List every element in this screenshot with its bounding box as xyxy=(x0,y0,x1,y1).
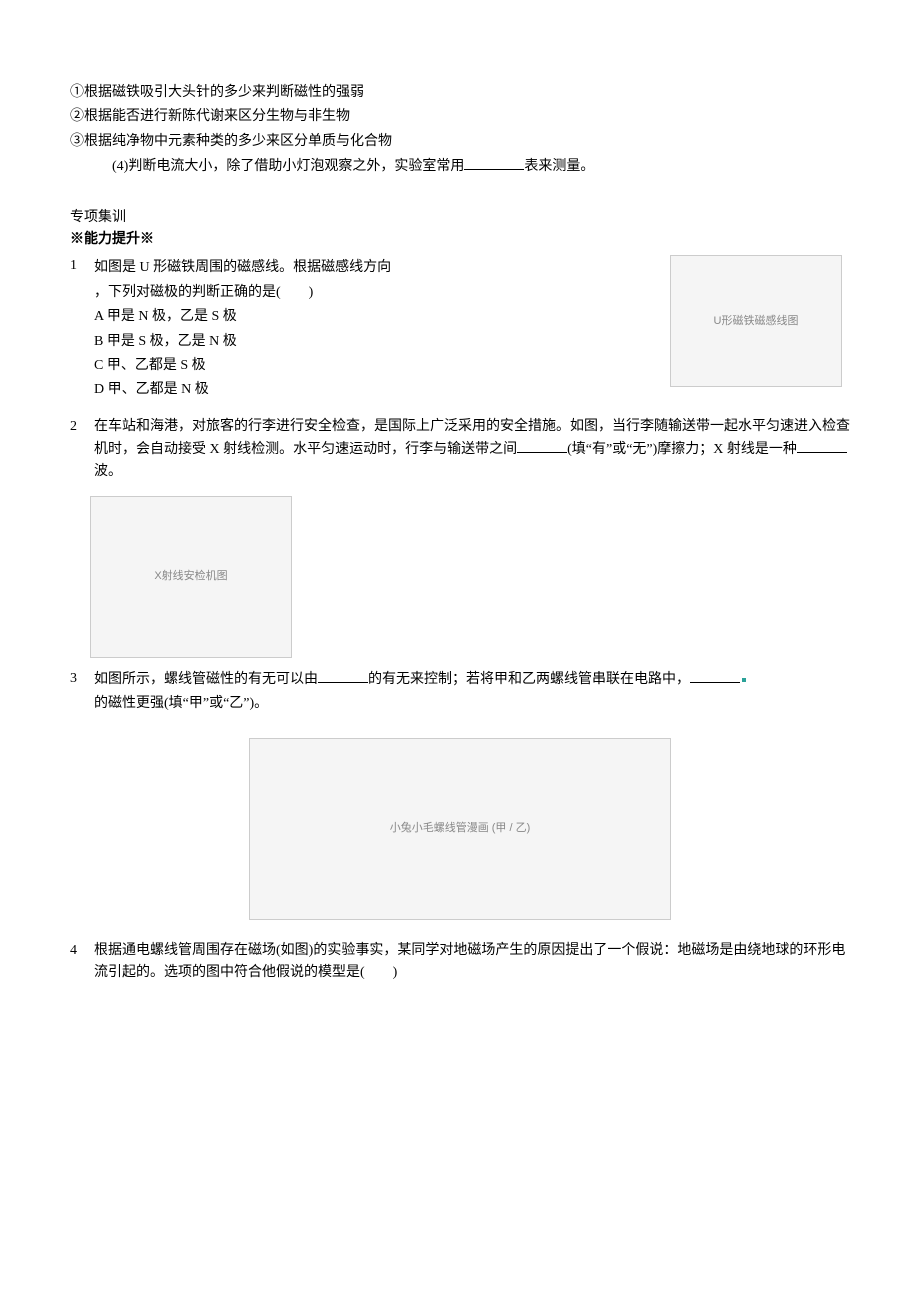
q1-stem-2a: ，下列对磁极的判断正确的是( xyxy=(94,285,281,300)
q1-option-c[interactable]: C 甲、乙都是 S 极 xyxy=(94,355,650,377)
q2-stem-c: 波。 xyxy=(94,464,122,479)
q1-option-a[interactable]: A 甲是 N 极，乙是 S 极 xyxy=(94,306,650,328)
q4-stem-b: ) xyxy=(393,965,398,980)
intro-4-suffix: 表来测量。 xyxy=(524,159,594,174)
q1-stem-1: 如图是 U 形磁铁周围的磁感线。根据磁感线方向 xyxy=(94,257,650,279)
q1-figure-wrap: U形磁铁磁感线图 xyxy=(670,255,850,387)
q3-stem-a: 如图所示，螺线管磁性的有无可以由 xyxy=(94,672,318,687)
q3-blank-stronger[interactable] xyxy=(690,668,740,683)
q2-figure: X射线安检机图 xyxy=(90,496,292,658)
q2-stem-b: (填“有”或“无”)摩擦力；X 射线是一种 xyxy=(567,442,797,457)
q3-stem-b: 的有无来控制；若将甲和乙两螺线管串联在电路中， xyxy=(368,672,690,687)
section-header: 专项集训 ※能力提升※ xyxy=(70,207,850,252)
q4-stem-a: 根据通电螺线管周围存在磁场(如图)的实验事实，某同学对地磁场产生的原因提出了一个… xyxy=(94,943,845,980)
q2-figure-wrap: X射线安检机图 xyxy=(70,496,850,658)
section-subtitle: ※能力提升※ xyxy=(70,229,850,251)
q4-number: 4 xyxy=(70,940,94,962)
intro-line-3: ③根据纯净物中元素种类的多少来区分单质与化合物 xyxy=(70,131,850,153)
question-4: 4 根据通电螺线管周围存在磁场(如图)的实验事实，某同学对地磁场产生的原因提出了… xyxy=(70,940,850,985)
q2-blank-wave[interactable] xyxy=(797,438,847,453)
question-1: 1 如图是 U 形磁铁周围的磁感线。根据磁感线方向 ，下列对磁极的判断正确的是(… xyxy=(70,255,850,403)
question-2: 2 在车站和海港，对旅客的行李进行安全检查，是国际上广泛采用的安全措施。如图，当… xyxy=(70,416,850,484)
intro-4-prefix: (4)判断电流大小，除了借助小灯泡观察之外，实验室常用 xyxy=(112,159,464,174)
section-label: 专项集训 xyxy=(70,207,850,229)
q4-body: 根据通电螺线管周围存在磁场(如图)的实验事实，某同学对地磁场产生的原因提出了一个… xyxy=(94,940,850,985)
q1-option-b[interactable]: B 甲是 S 极，乙是 N 极 xyxy=(94,331,650,353)
q3-figure-wrap: 小兔小毛螺线管漫画 (甲 / 乙) xyxy=(70,730,850,940)
q2-blank-friction[interactable] xyxy=(517,438,567,453)
intro-line-2: ②根据能否进行新陈代谢来区分生物与非生物 xyxy=(70,106,850,128)
q3-number: 3 xyxy=(70,668,94,690)
q1-body: 如图是 U 形磁铁周围的磁感线。根据磁感线方向 ，下列对磁极的判断正确的是() … xyxy=(94,255,650,403)
q1-figure: U形磁铁磁感线图 xyxy=(670,255,842,387)
intro-line-1: ①根据磁铁吸引大头针的多少来判断磁性的强弱 xyxy=(70,82,850,104)
q1-stem-2: ，下列对磁极的判断正确的是() xyxy=(94,282,650,304)
q1-number: 1 xyxy=(70,255,94,277)
intro-line-4: (4)判断电流大小，除了借助小灯泡观察之外，实验室常用 表来测量。 xyxy=(70,155,850,178)
q2-number: 2 xyxy=(70,416,94,438)
q1-stem-2b: ) xyxy=(309,285,314,300)
blank-ammeter[interactable] xyxy=(464,155,524,170)
q3-body: 如图所示，螺线管磁性的有无可以由的有无来控制；若将甲和乙两螺线管串联在电路中， … xyxy=(94,668,850,718)
q1-option-d[interactable]: D 甲、乙都是 N 极 xyxy=(94,379,650,401)
question-3: 3 如图所示，螺线管磁性的有无可以由 的有无来控制；若将甲和乙两螺线管串联在电路中… xyxy=(70,668,850,718)
q3-figure: 小兔小毛螺线管漫画 (甲 / 乙) xyxy=(249,738,671,920)
q3-blank-control[interactable] xyxy=(318,668,368,683)
q2-body: 在车站和海港，对旅客的行李进行安全检查，是国际上广泛采用的安全措施。如图，当行李… xyxy=(94,416,850,484)
q3-stem-c: 的磁性更强(填“甲”或“乙”)。 xyxy=(94,693,850,715)
accent-dot-icon xyxy=(742,678,746,682)
